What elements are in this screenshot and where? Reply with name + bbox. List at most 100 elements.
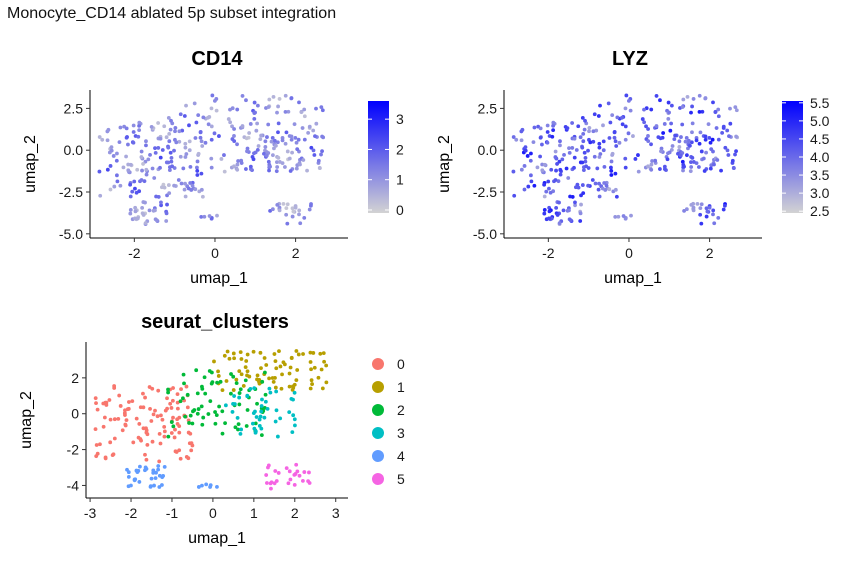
data-point xyxy=(662,122,667,126)
data-point-cluster-0 xyxy=(112,417,117,422)
colorbar xyxy=(782,101,803,213)
data-point-cluster-0 xyxy=(141,426,146,431)
data-point-cluster-4 xyxy=(156,464,161,468)
data-point xyxy=(583,118,587,123)
colorbar-tick-label: 5.0 xyxy=(810,113,830,129)
data-point xyxy=(284,206,289,211)
data-point xyxy=(167,191,172,196)
data-point xyxy=(284,130,289,135)
data-point xyxy=(727,134,731,139)
x-axis-label: umap_1 xyxy=(188,530,246,547)
data-point xyxy=(572,165,576,170)
legend-key-4 xyxy=(372,450,384,462)
data-point xyxy=(272,138,277,143)
data-point-cluster-1 xyxy=(244,359,249,363)
data-point xyxy=(704,214,709,219)
data-point xyxy=(193,136,198,140)
data-point-cluster-3 xyxy=(259,409,264,414)
data-point-cluster-1 xyxy=(320,386,325,391)
data-point xyxy=(154,194,158,199)
data-point xyxy=(153,146,157,151)
data-point xyxy=(272,146,276,151)
data-point xyxy=(649,162,654,167)
data-point-cluster-4 xyxy=(161,474,166,478)
data-point xyxy=(314,121,319,126)
data-point xyxy=(620,115,624,120)
data-point xyxy=(276,121,281,126)
data-point xyxy=(581,191,586,196)
data-point xyxy=(538,126,543,131)
data-point-cluster-3 xyxy=(268,390,273,395)
data-point-cluster-1 xyxy=(238,350,243,355)
data-point xyxy=(522,187,527,192)
x-axis-label: umap_1 xyxy=(604,270,662,287)
data-point xyxy=(126,168,131,173)
data-point xyxy=(140,168,144,173)
data-point-cluster-1 xyxy=(310,382,314,386)
data-point xyxy=(581,139,586,144)
data-point-cluster-0 xyxy=(112,436,117,441)
data-point-cluster-3 xyxy=(273,419,278,424)
data-point xyxy=(573,185,578,190)
data-point-cluster-5 xyxy=(264,473,269,477)
data-point xyxy=(121,165,126,170)
data-point-cluster-3 xyxy=(232,394,237,398)
data-point-cluster-2 xyxy=(171,424,176,429)
data-point-cluster-3 xyxy=(223,403,228,408)
data-point xyxy=(701,156,706,161)
data-point xyxy=(180,128,185,133)
data-point xyxy=(235,167,240,172)
data-point xyxy=(276,155,281,160)
data-point-cluster-2 xyxy=(178,399,183,404)
data-point xyxy=(598,152,603,156)
data-point xyxy=(551,123,556,128)
data-point-cluster-2 xyxy=(218,379,223,384)
data-point-cluster-2 xyxy=(244,424,249,428)
data-point-cluster-0 xyxy=(116,416,121,421)
data-point xyxy=(564,166,569,171)
data-point xyxy=(558,143,562,148)
data-point xyxy=(137,128,142,133)
data-point xyxy=(734,134,739,139)
data-point xyxy=(178,112,183,117)
data-point xyxy=(689,110,693,115)
data-point xyxy=(709,147,714,152)
data-point xyxy=(235,142,239,147)
data-point-cluster-4 xyxy=(135,470,140,475)
data-point xyxy=(258,137,263,142)
data-point-cluster-0 xyxy=(175,400,180,405)
data-point-cluster-2 xyxy=(199,404,204,409)
data-point xyxy=(576,124,581,129)
data-point-cluster-3 xyxy=(291,397,295,402)
data-point xyxy=(160,148,165,152)
data-point-cluster-0 xyxy=(141,391,145,396)
data-point xyxy=(538,154,542,159)
data-point-cluster-1 xyxy=(273,385,278,390)
data-point-cluster-4 xyxy=(125,467,129,472)
data-point xyxy=(519,138,524,143)
legend-key-5 xyxy=(372,473,384,485)
data-point xyxy=(682,164,686,169)
data-point xyxy=(551,128,556,133)
data-point xyxy=(704,206,709,211)
data-point-cluster-0 xyxy=(177,424,182,429)
data-point-cluster-5 xyxy=(265,481,269,485)
data-point-cluster-1 xyxy=(258,350,263,355)
data-point-cluster-0 xyxy=(160,417,165,422)
data-point xyxy=(117,140,122,145)
data-point-cluster-2 xyxy=(236,427,240,432)
data-point xyxy=(597,181,601,186)
data-point xyxy=(301,158,306,162)
data-point xyxy=(691,97,696,101)
data-point-cluster-0 xyxy=(178,456,183,461)
data-point xyxy=(658,98,662,103)
data-point-cluster-3 xyxy=(239,427,244,432)
data-point xyxy=(292,122,297,127)
data-point xyxy=(311,128,316,133)
data-point-cluster-3 xyxy=(274,408,279,413)
data-point xyxy=(181,166,186,171)
data-point xyxy=(691,205,696,210)
data-point xyxy=(728,106,732,111)
data-point-cluster-0 xyxy=(145,442,150,447)
data-point xyxy=(144,167,149,172)
